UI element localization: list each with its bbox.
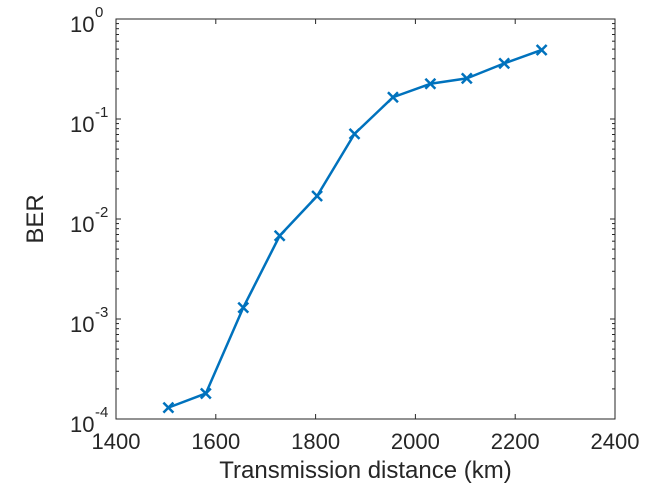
y-tick-exponent: 0 [95,4,103,21]
marker-stroke [498,57,511,70]
x-tick-label: 2000 [391,429,440,454]
data-point-marker [273,229,286,242]
x-axis-title: Transmission distance (km) [219,457,512,484]
y-tick-exponent: -4 [95,404,108,421]
y-tick-label: 10 [70,112,94,137]
marker-stroke [348,127,361,140]
marker-stroke [311,190,323,202]
x-tick-label: 2200 [491,429,540,454]
marker-stroke [460,72,473,85]
marker-stroke [273,229,286,242]
x-tick-label: 1800 [291,429,340,454]
y-tick-label: 10 [70,12,94,37]
marker-stroke [535,44,548,56]
x-tick-label: 1400 [92,429,141,454]
marker-stroke [199,387,212,400]
marker-stroke [162,401,175,414]
y-axis-title: BER [22,194,49,243]
data-point-marker [424,77,437,90]
y-tick-exponent: -2 [95,204,108,221]
plot-area [116,19,615,419]
x-tick-label: 1600 [191,429,240,454]
y-tick-label: 10 [70,412,94,437]
y-tick-exponent: -3 [95,304,108,321]
data-point-marker [311,190,323,202]
data-point-marker [199,387,212,400]
axes-box [115,18,616,420]
data-point-marker [387,91,399,104]
data-point-marker [237,301,250,314]
series-group [162,44,548,414]
y-tick-label: 10 [70,312,94,337]
data-point-marker [460,72,473,85]
marker-stroke [424,77,437,90]
y-tick-exponent: -1 [95,104,108,121]
x-tick-label: 2400 [591,429,640,454]
marker-stroke [387,91,399,104]
y-tick-label: 10 [70,212,94,237]
data-point-marker [535,44,548,56]
tick-labels: 1400 1600 1800 2000 2200 240010-410-310-210-1… [70,4,639,454]
data-point-marker [162,401,175,414]
marker-stroke [237,301,250,314]
data-point-marker [498,57,511,70]
data-point-marker [348,127,361,140]
